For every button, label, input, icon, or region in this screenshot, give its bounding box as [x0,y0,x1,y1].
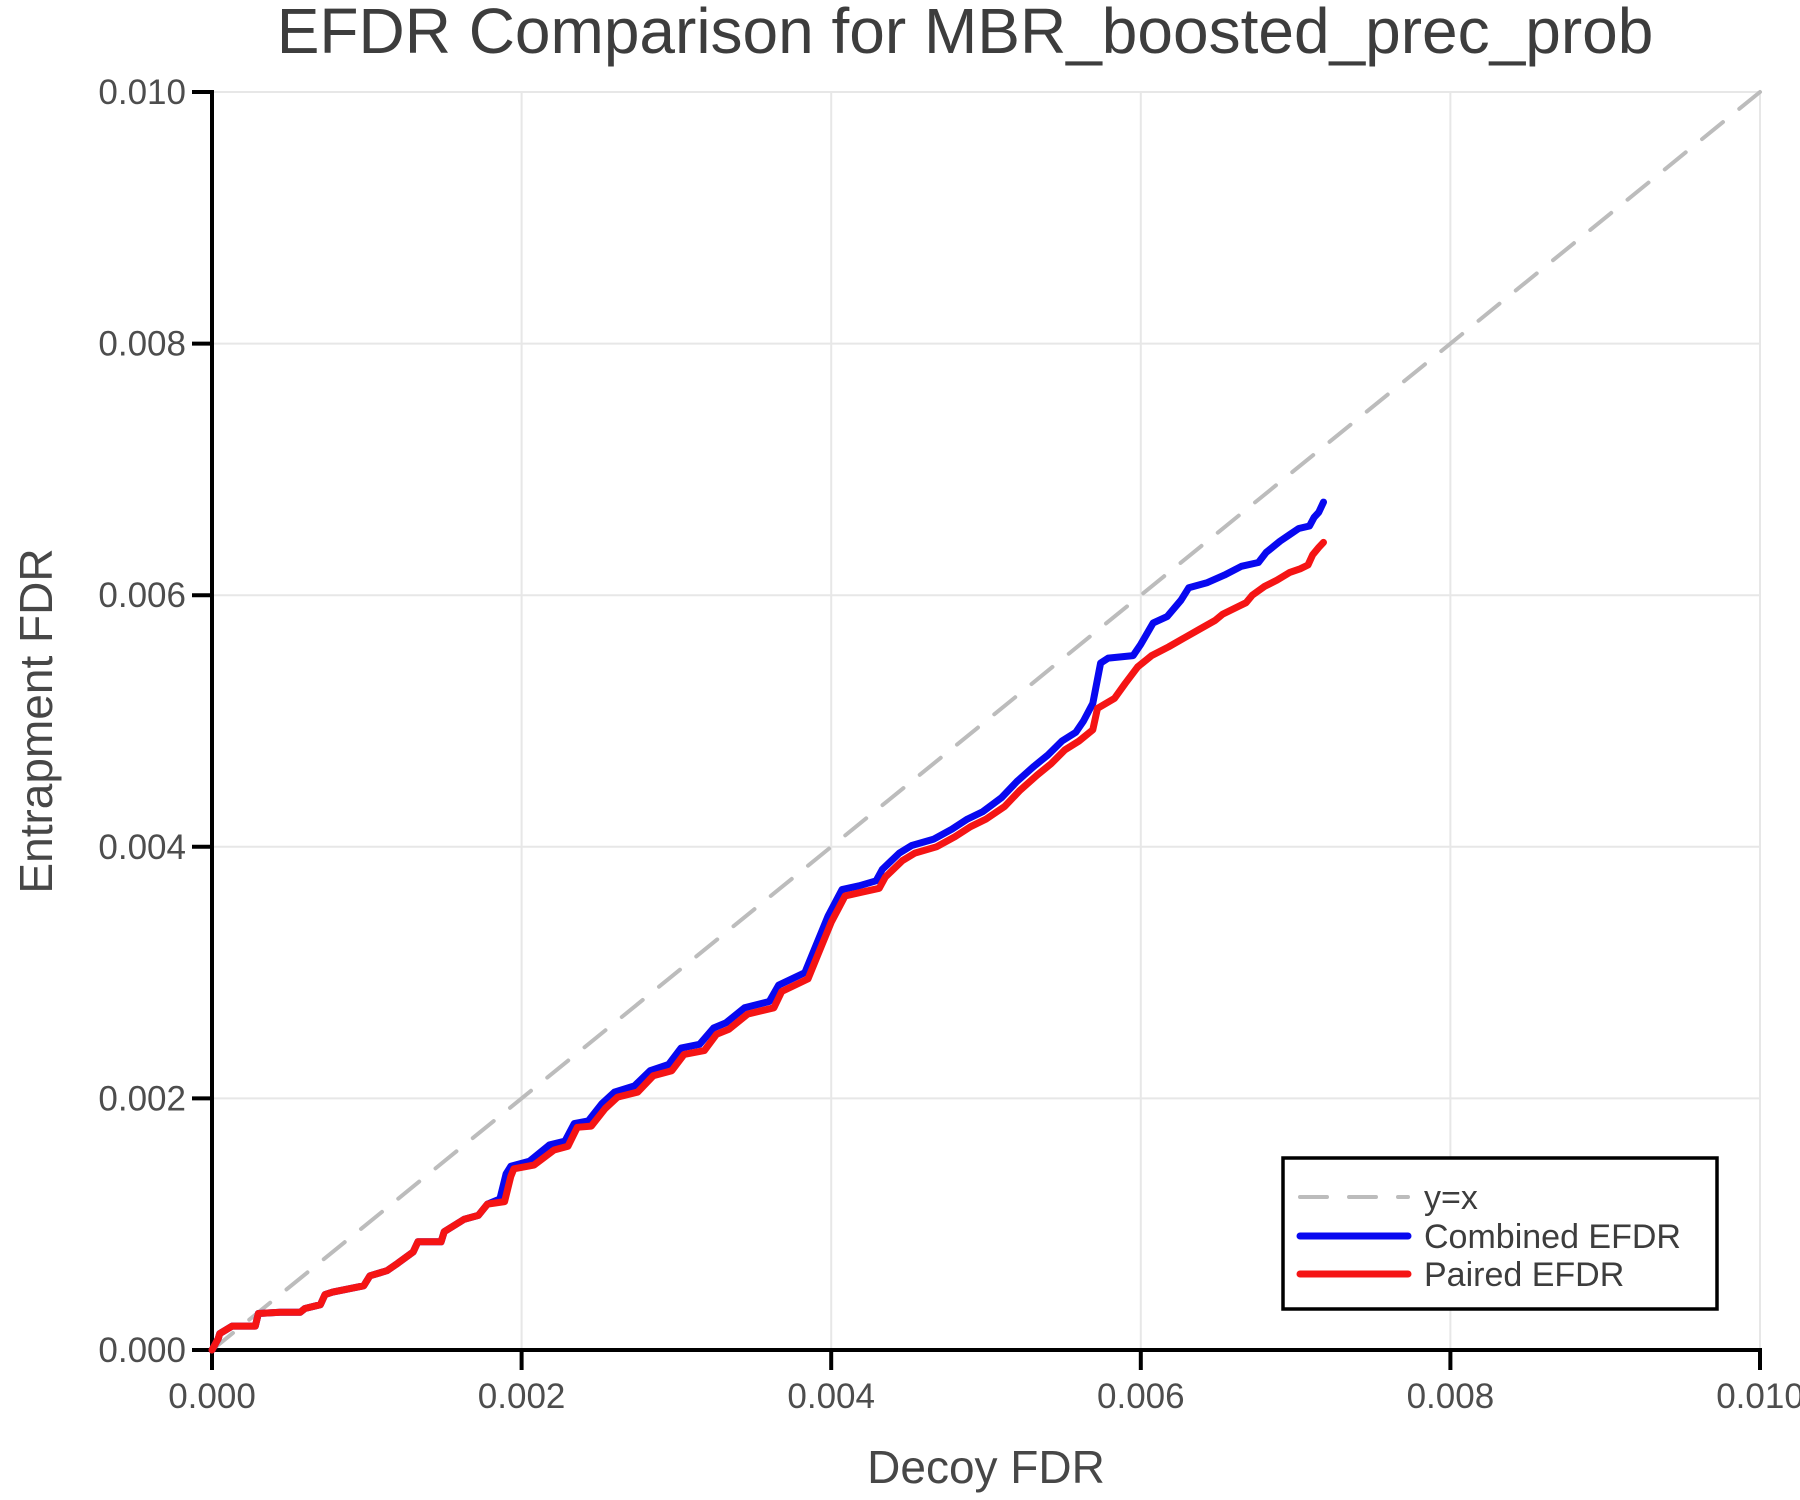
y-tick-label: 0.008 [98,325,186,364]
x-tick-label: 0.006 [1097,1377,1185,1416]
legend-label-diagonal: y=x [1424,1179,1478,1217]
series-lines [208,90,1762,1354]
x-tick-label: 0.004 [787,1377,875,1416]
legend-label-paired: Paired EFDR [1424,1256,1624,1294]
axes-spines [210,90,1762,1352]
axis-tick-labels: 0.000 0.002 0.004 0.006 0.008 0.010 0.000 0.002… [98,73,1800,1416]
series-line-combined-efdr [208,498,1327,1354]
chart-title: EFDR Comparison for MBR_boosted_prec_pro… [277,0,1654,67]
y-tick-label: 0.010 [98,73,186,112]
y-tick-label: 0.002 [98,1079,186,1118]
gridlines [212,91,1761,1350]
legend-label-combined: Combined EFDR [1424,1218,1681,1256]
x-tick-label: 0.008 [1407,1377,1495,1416]
x-axis-label: Decoy FDR [867,1441,1105,1493]
y-axis-label: Entrapment FDR [10,548,62,893]
axis-ticks [192,90,1762,1370]
x-tick-label: 0.002 [478,1377,566,1416]
y-tick-label: 0.004 [98,828,186,867]
y-tick-label: 0.000 [98,1331,186,1370]
series-line-paired-efdr [208,538,1327,1354]
x-tick-label: 0.000 [168,1377,256,1416]
y-tick-label: 0.006 [98,576,186,615]
x-tick-label: 0.010 [1716,1377,1800,1416]
legend: y=x Combined EFDR Paired EFDR [1281,1156,1719,1311]
